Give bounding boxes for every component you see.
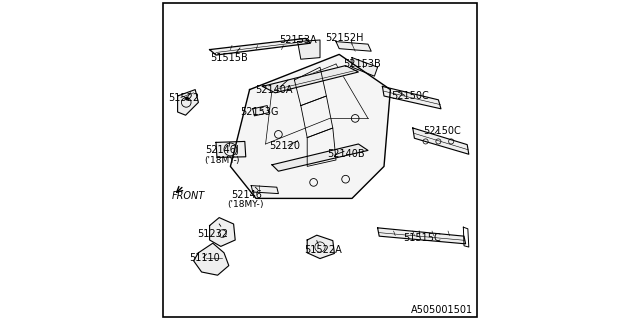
Text: 51522: 51522 (168, 92, 200, 103)
Polygon shape (193, 243, 229, 275)
Polygon shape (253, 106, 269, 116)
Text: 51515C: 51515C (404, 233, 441, 244)
Text: 52146J: 52146J (205, 145, 239, 156)
Polygon shape (178, 90, 198, 115)
Polygon shape (230, 54, 390, 198)
Polygon shape (307, 235, 334, 259)
Text: 52140A: 52140A (255, 84, 292, 95)
Polygon shape (262, 66, 358, 93)
Text: 52120: 52120 (269, 140, 300, 151)
Text: ('18MY-: ('18MY- (204, 156, 237, 164)
Text: ): ) (235, 156, 239, 164)
Polygon shape (216, 141, 246, 157)
Text: 52146: 52146 (231, 190, 262, 200)
Text: 51522A: 51522A (305, 244, 342, 255)
Text: 52153G: 52153G (240, 107, 278, 117)
Polygon shape (336, 42, 371, 51)
Polygon shape (383, 86, 441, 109)
Polygon shape (210, 218, 236, 246)
Text: A505001501: A505001501 (410, 305, 473, 316)
Text: 52153B: 52153B (343, 59, 380, 69)
Polygon shape (352, 58, 378, 76)
Polygon shape (298, 40, 320, 59)
Polygon shape (272, 144, 368, 171)
Text: 51232: 51232 (197, 228, 228, 239)
Polygon shape (210, 38, 310, 55)
Text: ): ) (259, 200, 262, 209)
Text: 52152H: 52152H (324, 33, 364, 44)
Text: 52150C: 52150C (391, 91, 428, 101)
Text: ('18MY-: ('18MY- (227, 200, 260, 209)
Text: FRONT: FRONT (172, 191, 205, 201)
Text: 52150C: 52150C (423, 126, 460, 136)
Text: 51515B: 51515B (210, 52, 248, 63)
Text: 51110: 51110 (189, 252, 220, 263)
Text: 52140B: 52140B (327, 148, 364, 159)
Text: 52153A: 52153A (279, 35, 316, 45)
Polygon shape (251, 186, 278, 194)
Polygon shape (413, 128, 468, 154)
Polygon shape (378, 228, 466, 244)
